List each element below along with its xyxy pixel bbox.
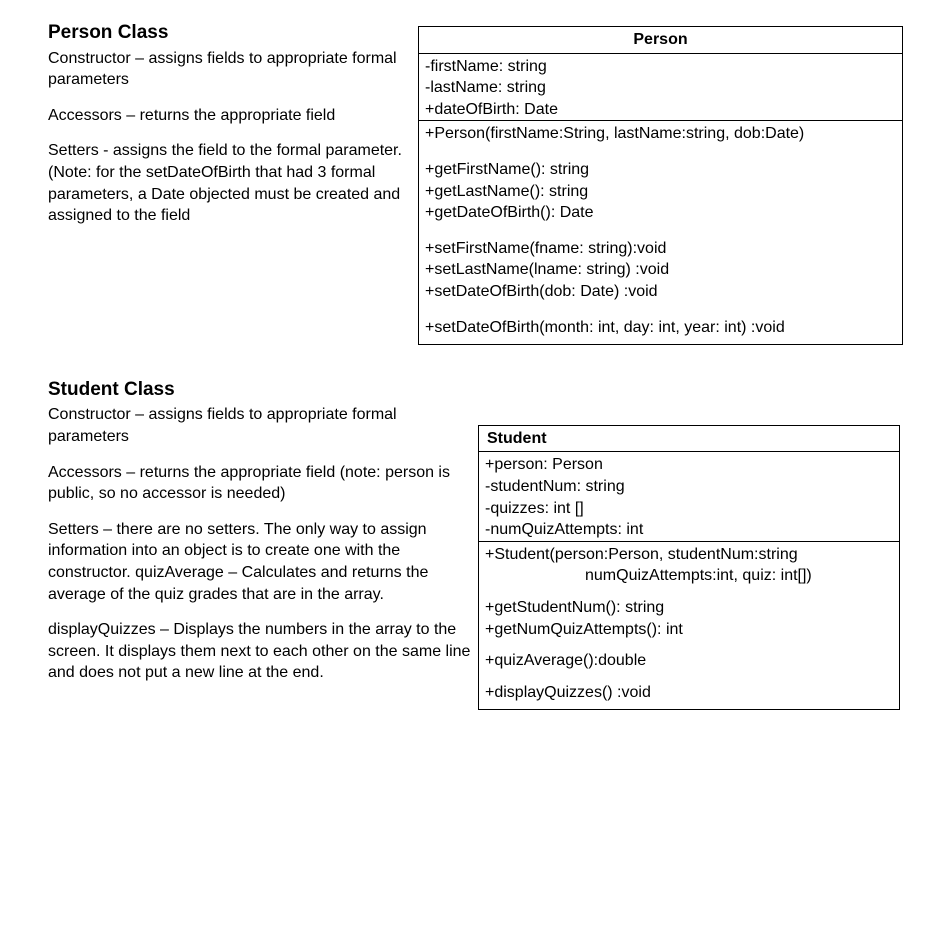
- student-description: Student Class Constructor – assigns fiel…: [48, 377, 473, 684]
- uml-field: -firstName: string: [425, 56, 896, 78]
- person-uml-constructor: +Person(firstName:String, lastName:strin…: [425, 123, 896, 145]
- student-uml-constructor: +Student(person:Person, studentNum:strin…: [485, 544, 893, 587]
- person-description: Person Class Constructor – assigns field…: [48, 20, 418, 227]
- person-section: Person Class Constructor – assigns field…: [48, 20, 893, 227]
- uml-method: +getDateOfBirth(): Date: [425, 202, 896, 224]
- uml-method: +setDateOfBirth(dob: Date) :void: [425, 281, 896, 303]
- uml-method: +setFirstName(fname: string):void: [425, 238, 896, 260]
- student-constructor-desc: Constructor – assigns fields to appropri…: [48, 404, 473, 447]
- uml-method: +Student(person:Person, studentNum:strin…: [485, 544, 893, 566]
- uml-divider: [419, 120, 902, 121]
- person-constructor-desc: Constructor – assigns fields to appropri…: [48, 48, 418, 91]
- student-display-desc: displayQuizzes – Displays the numbers in…: [48, 619, 473, 684]
- person-uml-title: Person: [419, 27, 902, 54]
- uml-method: +quizAverage():double: [485, 650, 893, 672]
- uml-method: +getStudentNum(): string: [485, 597, 893, 619]
- student-uml-method-display: +displayQuizzes() :void: [485, 682, 893, 704]
- person-uml-extra: +setDateOfBirth(month: int, day: int, ye…: [425, 317, 896, 339]
- uml-field: -studentNum: string: [485, 476, 893, 498]
- person-uml-box: Person -firstName: string -lastName: str…: [418, 26, 903, 345]
- uml-method-cont: numQuizAttempts:int, quiz: int[]): [485, 565, 893, 587]
- uml-method: +getNumQuizAttempts(): int: [485, 619, 893, 641]
- uml-field: +person: Person: [485, 454, 893, 476]
- uml-field: -numQuizAttempts: int: [485, 519, 893, 541]
- student-uml-getters: +getStudentNum(): string +getNumQuizAtte…: [485, 597, 893, 640]
- uml-divider: [479, 541, 899, 542]
- student-uml-body: +person: Person -studentNum: string -qui…: [479, 452, 899, 709]
- uml-method: +setDateOfBirth(month: int, day: int, ye…: [425, 317, 896, 339]
- person-uml-body: -firstName: string -lastName: string +da…: [419, 54, 902, 345]
- person-accessors-desc: Accessors – returns the appropriate fiel…: [48, 105, 428, 127]
- student-section: Student Class Constructor – assigns fiel…: [48, 377, 893, 684]
- student-uml-fields: +person: Person -studentNum: string -qui…: [485, 454, 893, 540]
- student-heading: Student Class: [48, 377, 473, 403]
- uml-field: -quizzes: int []: [485, 498, 893, 520]
- person-heading: Person Class: [48, 20, 418, 46]
- uml-field: +dateOfBirth: Date: [425, 99, 896, 121]
- person-uml-fields: -firstName: string -lastName: string +da…: [425, 56, 896, 121]
- student-uml-title: Student: [479, 426, 899, 453]
- uml-method: +getFirstName(): string: [425, 159, 896, 181]
- uml-field: -lastName: string: [425, 77, 896, 99]
- person-setters-desc: Setters - assigns the field to the forma…: [48, 140, 418, 226]
- uml-method: +setLastName(lname: string) :void: [425, 259, 896, 281]
- uml-method: +getLastName(): string: [425, 181, 896, 203]
- student-accessors-desc: Accessors – returns the appropriate fiel…: [48, 462, 473, 505]
- student-setters-desc: Setters – there are no setters. The only…: [48, 519, 473, 605]
- person-uml-getters: +getFirstName(): string +getLastName(): …: [425, 159, 896, 224]
- student-uml-method-avg: +quizAverage():double: [485, 650, 893, 672]
- uml-method: +displayQuizzes() :void: [485, 682, 893, 704]
- student-uml-box: Student +person: Person -studentNum: str…: [478, 425, 900, 711]
- uml-method: +Person(firstName:String, lastName:strin…: [425, 123, 896, 145]
- person-uml-setters: +setFirstName(fname: string):void +setLa…: [425, 238, 896, 303]
